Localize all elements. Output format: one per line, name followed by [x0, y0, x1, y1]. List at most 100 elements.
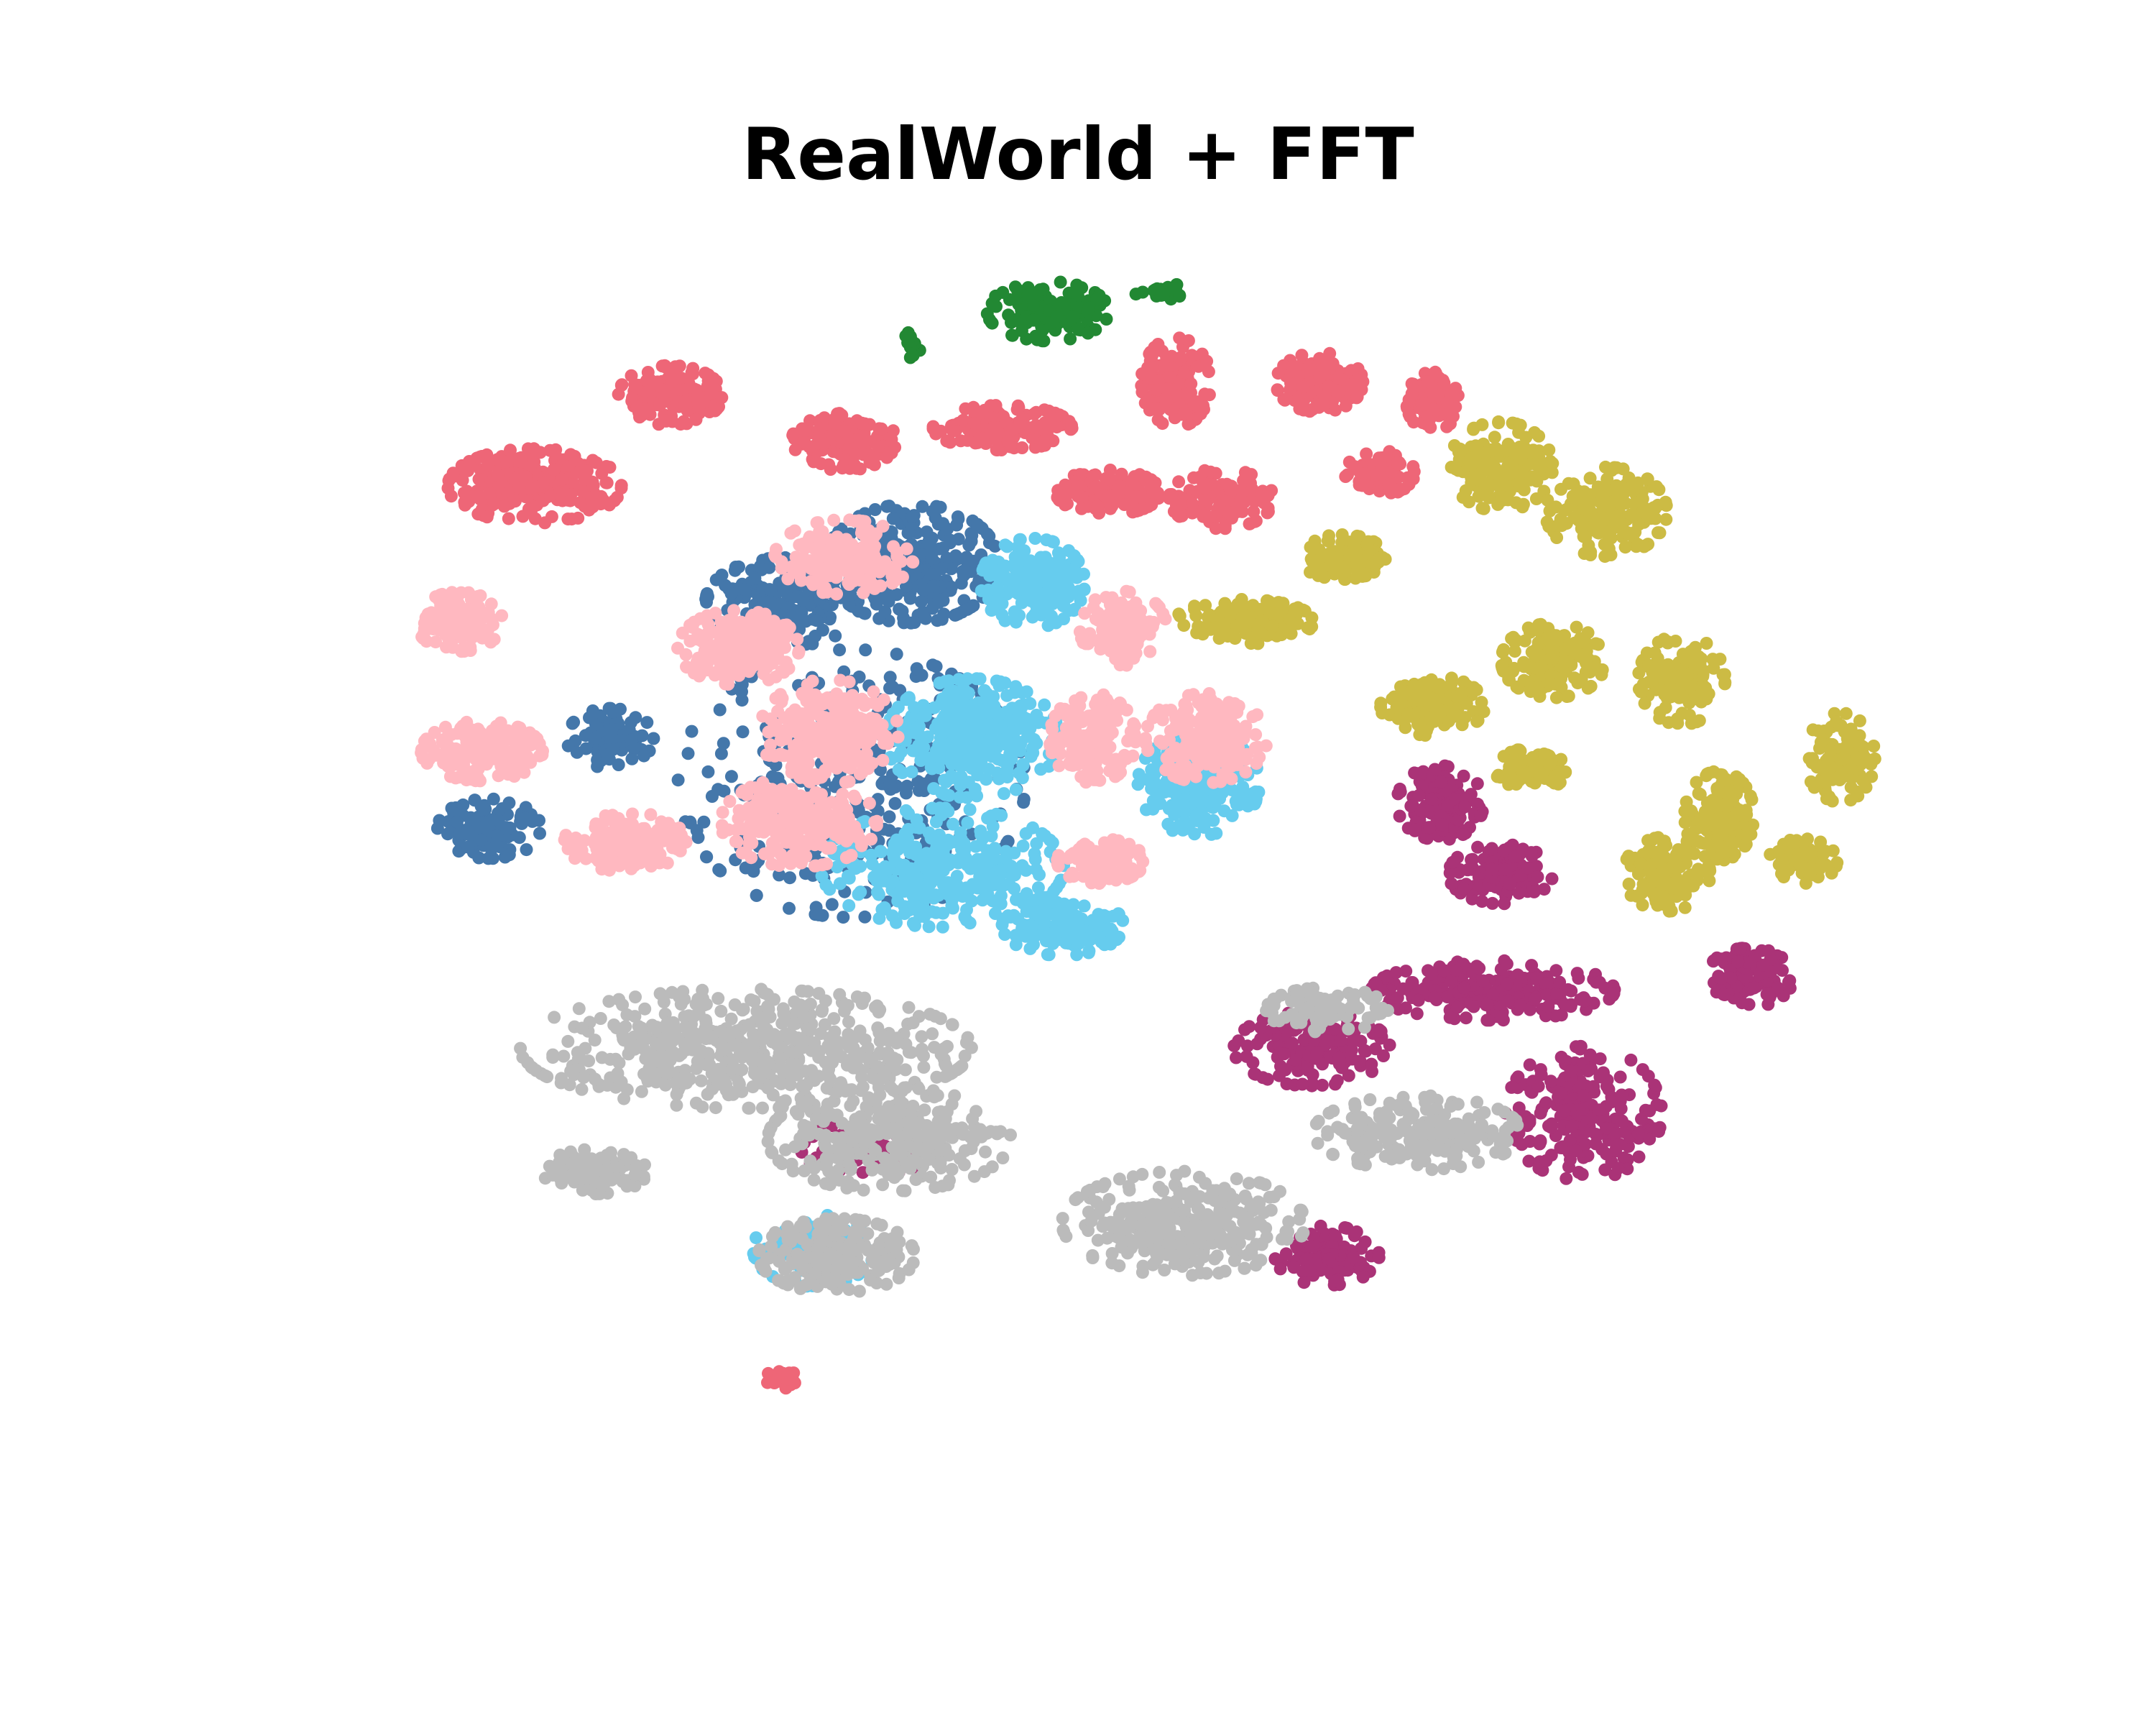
- scatter-point: [987, 420, 1000, 434]
- scatter-point: [1065, 418, 1078, 432]
- scatter-point: [565, 512, 579, 526]
- scatter-point: [629, 711, 642, 724]
- scatter-point: [1391, 456, 1404, 469]
- scatter-point: [817, 436, 831, 450]
- scatter-point: [461, 602, 474, 616]
- scatter-point: [888, 796, 902, 810]
- scatter-point: [906, 510, 919, 523]
- scatter-point: [906, 555, 919, 569]
- scatter-point: [685, 366, 699, 380]
- scatter-point: [1258, 490, 1271, 504]
- points-layer: [415, 275, 1881, 1395]
- scatter-point: [950, 870, 964, 883]
- scatter-point: [1053, 551, 1067, 564]
- scatter-point: [937, 607, 951, 621]
- scatter-point: [1075, 502, 1088, 515]
- scatter-point: [1077, 899, 1091, 913]
- scatter-point: [949, 608, 963, 622]
- scatter-point: [810, 614, 824, 627]
- scatter-point: [995, 918, 1009, 932]
- scatter-point: [894, 745, 908, 759]
- scatter-point: [926, 422, 940, 436]
- scatter-point: [977, 864, 991, 877]
- scatter-point: [804, 575, 818, 588]
- scatter-point: [1054, 489, 1067, 503]
- scatter-point: [522, 482, 536, 495]
- scatter-point: [779, 656, 793, 669]
- scatter-point: [640, 716, 654, 730]
- scatter-point: [855, 416, 869, 430]
- scatter-point: [989, 289, 1003, 303]
- scatter-point: [1165, 799, 1179, 813]
- scatter-point: [793, 562, 807, 576]
- scatter-point: [1009, 783, 1023, 796]
- scatter-point: [1225, 484, 1238, 497]
- scatter-point: [953, 791, 967, 804]
- scatter-point: [934, 562, 948, 576]
- scatter-point: [932, 596, 946, 610]
- scatter-point: [712, 863, 726, 876]
- scatter-point: [709, 666, 723, 679]
- scatter-point: [419, 611, 433, 625]
- scatter-point: [1130, 489, 1143, 503]
- scatter-point: [983, 313, 996, 326]
- scatter-point: [1028, 532, 1042, 545]
- scatter-point: [853, 462, 867, 476]
- scatter-point: [971, 852, 985, 866]
- scatter-point: [1245, 468, 1258, 482]
- scatter-point: [1008, 846, 1021, 860]
- scatter-point: [1286, 364, 1300, 378]
- scatter-point: [671, 641, 684, 655]
- scatter-point: [925, 531, 939, 545]
- scatter-point: [958, 726, 972, 740]
- scatter-point: [1136, 285, 1149, 299]
- scatter-point: [860, 531, 873, 545]
- scatter-point: [929, 815, 943, 829]
- scatter-point: [1432, 389, 1445, 402]
- scatter-point: [842, 899, 856, 912]
- scatter-point: [769, 670, 783, 684]
- scatter-point: [456, 474, 469, 487]
- scatter-point: [750, 888, 763, 902]
- scatter-point: [950, 518, 964, 532]
- scatter-point: [758, 607, 772, 621]
- scatter-point: [842, 578, 856, 591]
- scatter-point: [737, 582, 751, 596]
- scatter-point: [665, 415, 679, 428]
- scatter-point: [954, 434, 967, 448]
- scatter-point: [1050, 310, 1064, 323]
- scatter-point: [1355, 479, 1369, 492]
- scatter-point: [990, 581, 1004, 594]
- scatter-point: [962, 602, 975, 616]
- scatter-point: [837, 911, 850, 924]
- scatter-point: [1059, 478, 1072, 492]
- scatter-point: [1038, 551, 1052, 564]
- scatter-point: [489, 719, 503, 733]
- scatter-point: [883, 671, 897, 684]
- scatter-point: [796, 594, 810, 607]
- scatter-point: [491, 469, 505, 482]
- scatter-point: [837, 424, 851, 438]
- chart-title: RealWorld + FFT: [742, 112, 1414, 196]
- scatter-point: [528, 512, 542, 525]
- scatter-point: [1184, 377, 1198, 390]
- scatter-point: [842, 675, 856, 689]
- scatter-point: [1015, 771, 1029, 785]
- scatter-point: [445, 728, 458, 742]
- scatter-point: [1370, 468, 1383, 482]
- scatter-point: [967, 742, 981, 756]
- scatter-point: [1010, 402, 1024, 416]
- scatter-point: [1082, 301, 1095, 315]
- scatter-point: [522, 502, 535, 516]
- scatter-point: [978, 684, 991, 697]
- scatter-point: [1112, 907, 1125, 921]
- scatter-point: [959, 402, 972, 415]
- scatter-point: [1249, 794, 1263, 808]
- scatter-point: [1187, 397, 1201, 411]
- scatter-point: [854, 768, 867, 781]
- scatter-point: [763, 561, 776, 574]
- scatter-point: [1193, 471, 1207, 484]
- scatter-point: [1181, 418, 1195, 431]
- scatter-point: [1342, 455, 1356, 469]
- scatter-point: [1056, 571, 1069, 585]
